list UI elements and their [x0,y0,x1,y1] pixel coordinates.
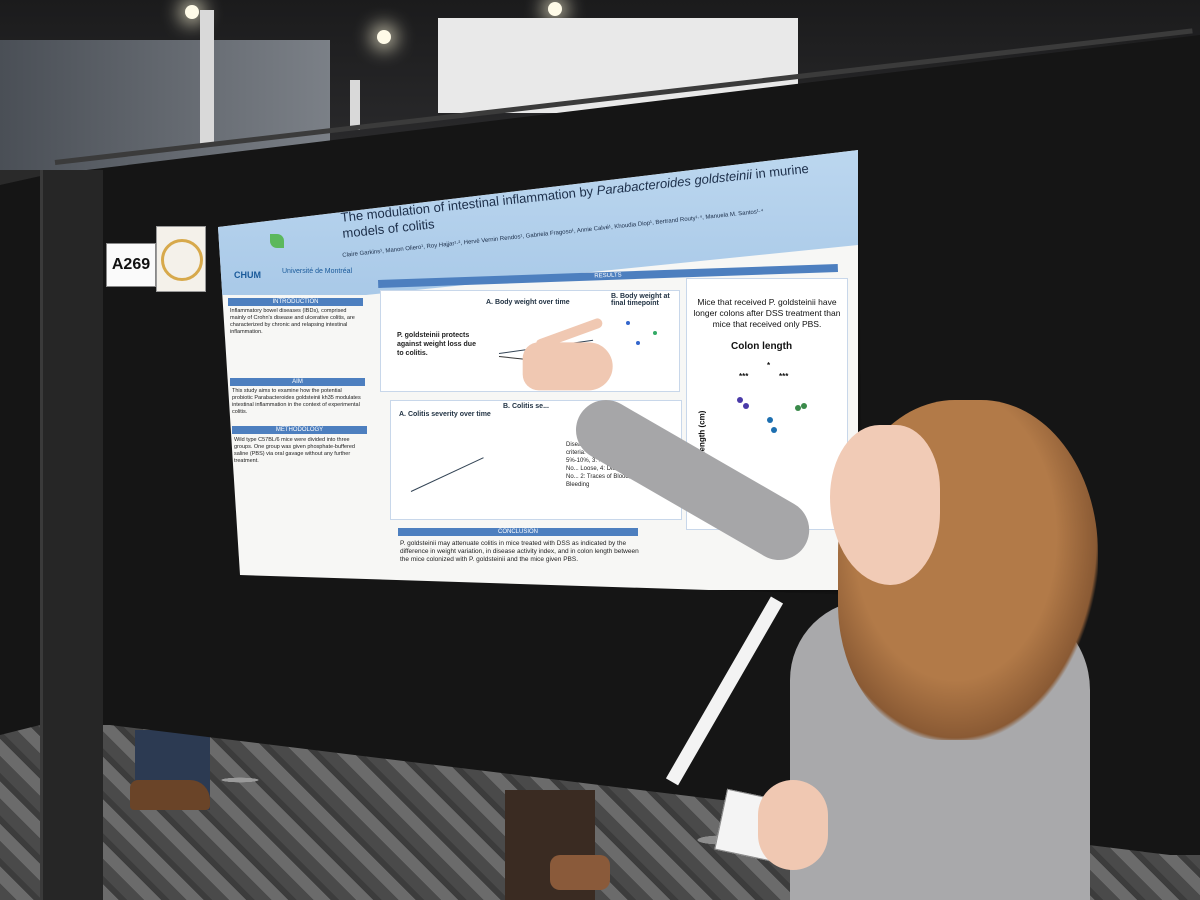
ceiling-light [377,30,391,44]
board-number-label: A269 [106,243,156,287]
colon-data-point [767,417,773,423]
colon-data-point [771,427,777,433]
significance-right: *** [779,372,789,381]
ceiling-light [185,5,199,19]
significance-top: * [767,361,771,370]
background-person-shoe [550,855,610,890]
intro-text: Inflammatory bowel diseases (IBDs), comp… [230,308,355,335]
colon-chart-title: Colon length [731,341,793,352]
sticker-ring-logo [161,239,203,281]
aim-text: This study aims to examine how the poten… [232,388,361,415]
significance-left: *** [739,372,749,381]
colon-data-point [801,403,807,409]
leaf-logo-icon [270,234,284,248]
colitis-series-line [410,457,484,492]
data-point [653,331,657,335]
ceiling-light [548,2,562,16]
methodology-heading: METHODOLOGY [232,426,367,434]
event-sticker [156,226,206,292]
data-point [636,341,640,345]
colon-data-point [743,403,749,409]
presenter-face [830,425,940,585]
pillar [200,10,214,145]
methodology-text: Wild type C57BL/6 mice were divided into… [234,437,355,464]
protects-text: P. goldsteinii protects against weight l… [397,332,476,357]
udem-logo: Université de Montréal [282,268,353,275]
presenter-hand [758,780,828,870]
colitis-title: A. Colitis severity over time [399,411,491,418]
colon-caption: Mice that received P. goldsteinii have l… [693,297,841,329]
chum-logo: CHUM [234,270,261,280]
board-frame [40,170,103,900]
presenter-person [522,317,1100,900]
intro-heading: INTRODUCTION [228,298,363,306]
conclusion-text: P. goldsteinii may attenuate colitis in … [400,540,639,563]
body-weight-title: A. Body weight over time [486,299,570,306]
colitis-b-title: B. Colitis se... [503,403,549,410]
body-weight-final-title: B. Body weight at final timepoint [611,293,670,307]
colon-data-point [737,397,743,403]
conclusion-heading: CONCLUSION [398,528,638,536]
background-person-shoe [130,780,210,810]
pointing-hand [522,342,613,391]
colon-data-point [795,405,801,411]
pillar [350,80,360,130]
aim-heading: AIM [230,378,365,386]
data-point [626,321,630,325]
